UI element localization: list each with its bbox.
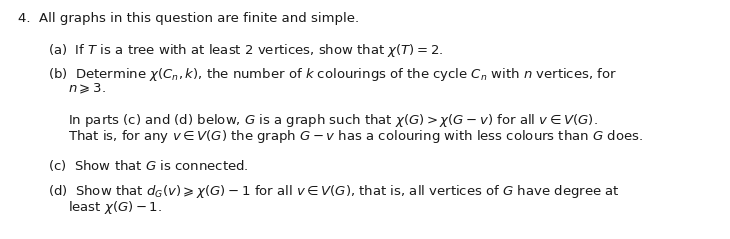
Text: least $\chi(G) - 1$.: least $\chi(G) - 1$. <box>68 199 162 216</box>
Text: (b)  Determine $\chi(C_n, k)$, the number of $k$ colourings of the cycle $C_n$ w: (b) Determine $\chi(C_n, k)$, the number… <box>48 66 617 83</box>
Text: In parts (c) and (d) below, $G$ is a graph such that $\chi(G) > \chi(G - v)$ for: In parts (c) and (d) below, $G$ is a gra… <box>68 112 598 129</box>
Text: 4.  All graphs in this question are finite and simple.: 4. All graphs in this question are finit… <box>18 12 359 25</box>
Text: That is, for any $v \in V(G)$ the graph $G - v$ has a colouring with less colour: That is, for any $v \in V(G)$ the graph … <box>68 128 643 145</box>
Text: (c)  Show that $G$ is connected.: (c) Show that $G$ is connected. <box>48 158 248 173</box>
Text: (d)  Show that $d_G(v) \geqslant \chi(G) - 1$ for all $v \in V(G)$, that is, all: (d) Show that $d_G(v) \geqslant \chi(G) … <box>48 183 620 200</box>
Text: (a)  If $T$ is a tree with at least 2 vertices, show that $\chi(T) = 2$.: (a) If $T$ is a tree with at least 2 ver… <box>48 42 443 59</box>
Text: $n \geqslant 3$.: $n \geqslant 3$. <box>68 82 106 96</box>
